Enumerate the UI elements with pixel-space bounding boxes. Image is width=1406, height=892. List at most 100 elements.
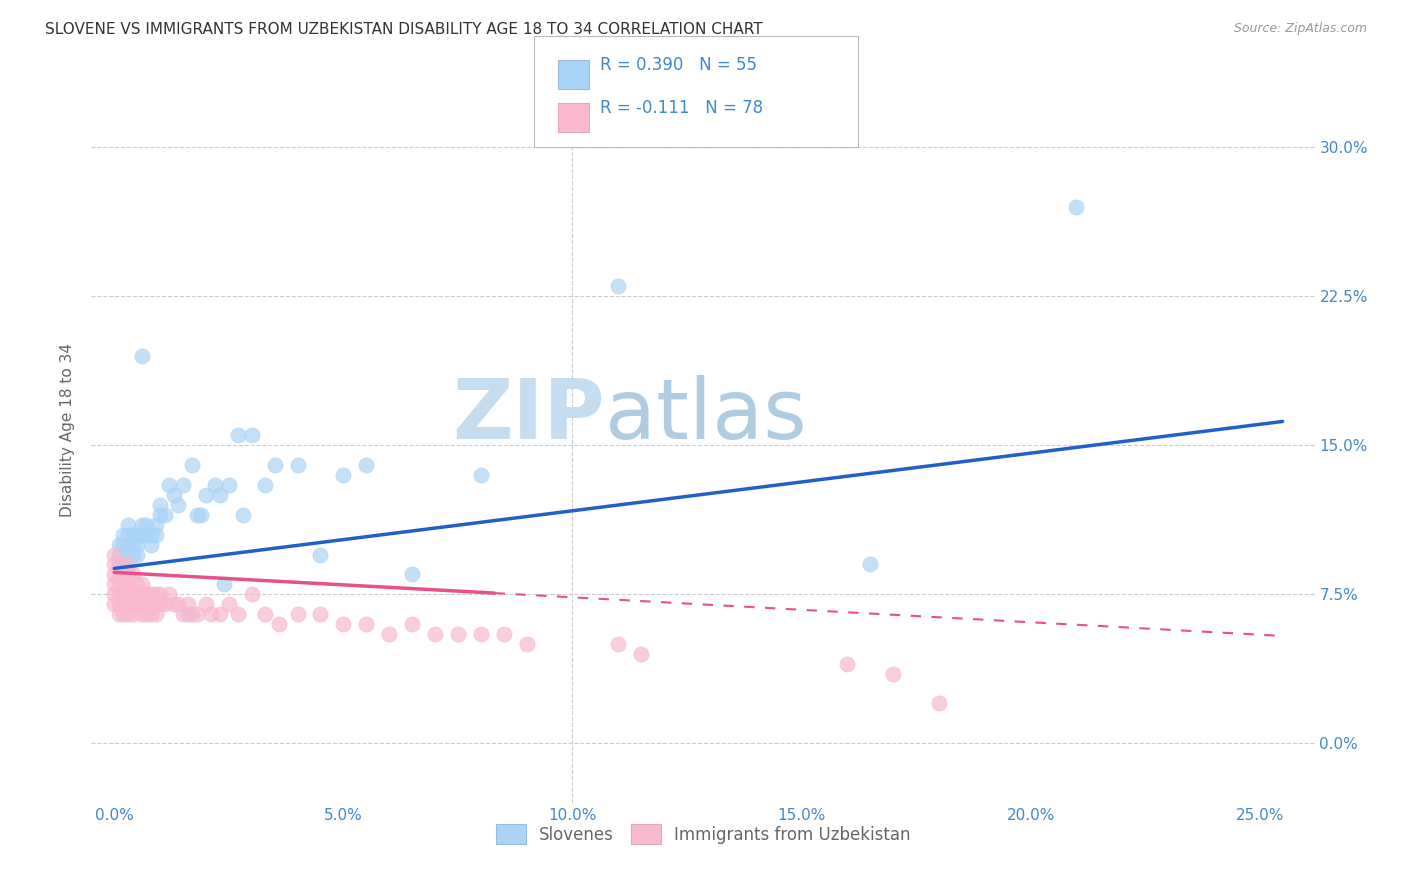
Point bbox=[218, 597, 240, 611]
Point bbox=[112, 538, 135, 552]
Point bbox=[157, 587, 180, 601]
Point bbox=[112, 558, 135, 572]
Point bbox=[121, 607, 143, 621]
Point bbox=[1066, 200, 1088, 214]
Point bbox=[181, 458, 204, 472]
Point bbox=[470, 468, 492, 483]
Point bbox=[149, 498, 172, 512]
Point bbox=[131, 577, 153, 591]
Point bbox=[181, 607, 204, 621]
Point bbox=[630, 647, 652, 661]
Point bbox=[287, 458, 309, 472]
Point bbox=[103, 577, 125, 591]
Point bbox=[176, 597, 198, 611]
Point bbox=[332, 617, 354, 632]
Point bbox=[108, 558, 131, 572]
Point bbox=[254, 607, 277, 621]
Point bbox=[153, 508, 176, 522]
Point bbox=[263, 458, 285, 472]
Point bbox=[240, 428, 263, 442]
Point bbox=[149, 587, 172, 601]
Point bbox=[167, 498, 190, 512]
Point bbox=[269, 617, 291, 632]
Y-axis label: Disability Age 18 to 34: Disability Age 18 to 34 bbox=[60, 343, 76, 517]
Point bbox=[928, 697, 950, 711]
Point bbox=[108, 587, 131, 601]
Point bbox=[112, 597, 135, 611]
Point bbox=[117, 567, 139, 582]
Point bbox=[131, 587, 153, 601]
Point bbox=[356, 458, 378, 472]
Point bbox=[309, 607, 332, 621]
Point bbox=[176, 607, 198, 621]
Point bbox=[127, 577, 149, 591]
Point bbox=[135, 597, 157, 611]
Point bbox=[837, 657, 859, 671]
Point bbox=[447, 627, 470, 641]
Point bbox=[145, 587, 167, 601]
Point bbox=[131, 349, 153, 363]
Point bbox=[208, 488, 231, 502]
Point bbox=[218, 478, 240, 492]
Text: R = 0.390   N = 55: R = 0.390 N = 55 bbox=[600, 56, 758, 74]
Point bbox=[108, 558, 131, 572]
Point bbox=[401, 617, 423, 632]
Point bbox=[208, 607, 231, 621]
Point bbox=[145, 597, 167, 611]
Point bbox=[145, 517, 167, 532]
Point bbox=[226, 428, 249, 442]
Point bbox=[131, 517, 153, 532]
Point bbox=[190, 508, 212, 522]
Text: atlas: atlas bbox=[605, 375, 807, 456]
Point bbox=[108, 548, 131, 562]
Point bbox=[287, 607, 309, 621]
Point bbox=[135, 607, 157, 621]
Point bbox=[145, 527, 167, 541]
Point bbox=[139, 607, 162, 621]
Point bbox=[607, 637, 630, 651]
Point bbox=[204, 478, 226, 492]
Point bbox=[131, 607, 153, 621]
Point bbox=[882, 666, 904, 681]
Point bbox=[117, 607, 139, 621]
Point bbox=[149, 508, 172, 522]
Point bbox=[112, 577, 135, 591]
Point bbox=[423, 627, 446, 641]
Point bbox=[112, 527, 135, 541]
Point bbox=[172, 478, 194, 492]
Point bbox=[309, 548, 332, 562]
Point bbox=[186, 508, 208, 522]
Point bbox=[108, 607, 131, 621]
Point bbox=[112, 587, 135, 601]
Point bbox=[127, 597, 149, 611]
Point bbox=[149, 597, 172, 611]
Text: R = -0.111   N = 78: R = -0.111 N = 78 bbox=[600, 99, 763, 117]
Point bbox=[163, 597, 186, 611]
Point bbox=[139, 597, 162, 611]
Point bbox=[135, 527, 157, 541]
Point bbox=[212, 577, 235, 591]
Point bbox=[226, 607, 249, 621]
Legend: Slovenes, Immigrants from Uzbekistan: Slovenes, Immigrants from Uzbekistan bbox=[489, 818, 917, 850]
Point bbox=[332, 468, 354, 483]
Point bbox=[117, 527, 139, 541]
Point bbox=[139, 587, 162, 601]
Point bbox=[186, 607, 208, 621]
Point bbox=[492, 627, 515, 641]
Point bbox=[127, 548, 149, 562]
Point bbox=[167, 597, 190, 611]
Point bbox=[108, 577, 131, 591]
Point bbox=[121, 587, 143, 601]
Point bbox=[117, 538, 139, 552]
Point bbox=[127, 527, 149, 541]
Point bbox=[117, 548, 139, 562]
Point bbox=[172, 607, 194, 621]
Point bbox=[103, 567, 125, 582]
Text: Source: ZipAtlas.com: Source: ZipAtlas.com bbox=[1233, 22, 1367, 36]
Text: ZIP: ZIP bbox=[453, 375, 605, 456]
Point bbox=[516, 637, 538, 651]
Point bbox=[121, 577, 143, 591]
Point bbox=[131, 527, 153, 541]
Point bbox=[240, 587, 263, 601]
Point bbox=[117, 597, 139, 611]
